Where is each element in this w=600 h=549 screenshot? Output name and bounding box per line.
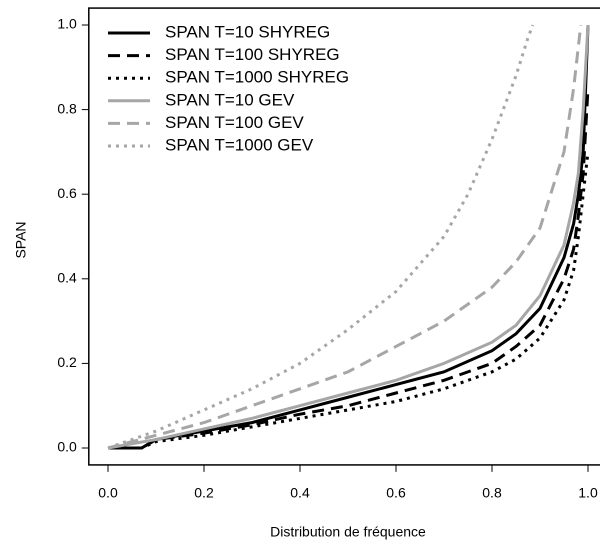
- legend-label: SPAN T=100 SHYREG: [165, 45, 340, 64]
- y-axis-label: SPAN: [13, 221, 29, 258]
- series-line: [108, 151, 590, 450]
- series-line: [108, 24, 590, 450]
- legend-label: SPAN T=10 GEV: [165, 90, 295, 109]
- x-axis-label: Distribution de fréquence: [270, 524, 426, 540]
- x-tick-label: 0.0: [98, 485, 118, 501]
- series-line: [107, 24, 535, 450]
- plot-frame: [88, 7, 600, 466]
- x-tick-label: 0.4: [290, 485, 310, 501]
- y-tick-label: 1.0: [57, 16, 77, 32]
- x-tick-label: 0.2: [194, 485, 214, 501]
- legend-label: SPAN T=10 SHYREG: [165, 22, 330, 41]
- y-tick-label: 0.2: [57, 354, 77, 370]
- legend-label: SPAN T=1000 SHYREG: [165, 68, 349, 87]
- legend-label: SPAN T=100 GEV: [165, 113, 304, 132]
- y-tick-label: 0.0: [57, 439, 77, 455]
- series-line: [107, 24, 590, 450]
- y-tick-label: 0.8: [57, 100, 77, 116]
- series-line: [108, 88, 590, 450]
- x-tick-label: 0.6: [386, 485, 406, 501]
- y-tick-label: 0.6: [57, 185, 77, 201]
- x-tick-label: 1.0: [578, 485, 598, 501]
- x-tick-label: 0.8: [482, 485, 502, 501]
- legend-label: SPAN T=1000 GEV: [165, 135, 314, 154]
- y-tick-label: 0.4: [57, 270, 77, 286]
- series-line: [107, 24, 583, 450]
